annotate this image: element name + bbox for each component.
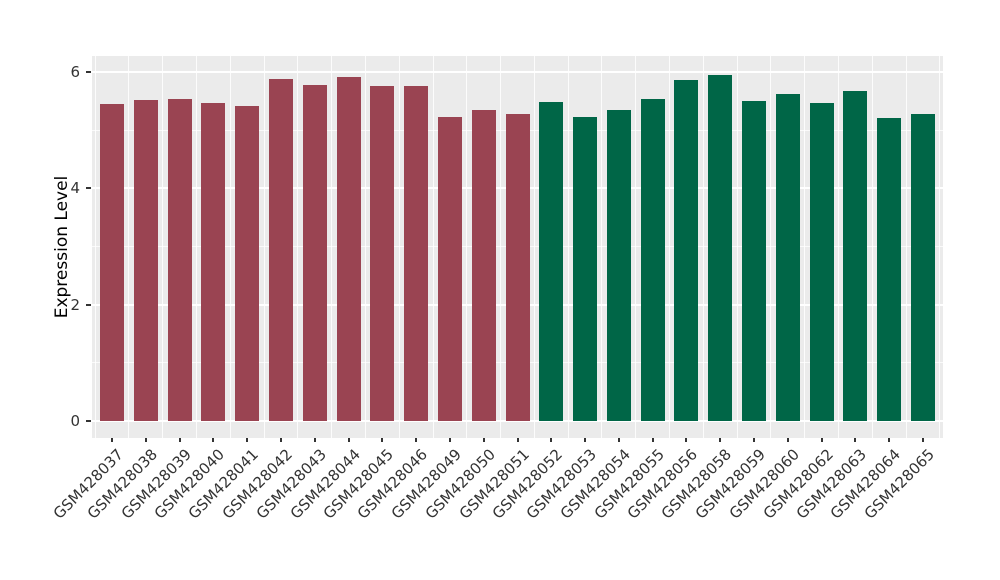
bar-GSM428039 <box>167 99 192 421</box>
x-tick-mark-GSM428043 <box>313 438 316 442</box>
gridline-minor-x-boundary-15 <box>601 56 603 438</box>
gridline-minor-x-boundary-7 <box>331 56 333 438</box>
x-tick-mark-GSM428065 <box>922 438 924 442</box>
gridline-minor-x-boundary-0 <box>94 56 96 438</box>
gridline-minor-x-boundary-20 <box>770 56 772 438</box>
y-tick-mark-0 <box>86 420 91 422</box>
gridline-minor-x-boundary-3 <box>195 56 197 438</box>
bar-GSM428038 <box>133 100 158 421</box>
gridline-minor-x-boundary-6 <box>297 56 299 438</box>
x-tick-mark-GSM428050 <box>482 438 485 442</box>
bar-GSM428058 <box>708 74 733 421</box>
bar-GSM428052 <box>539 102 564 421</box>
x-tick-mark-GSM428062 <box>820 438 823 442</box>
gridline-minor-x-boundary-14 <box>567 56 569 438</box>
x-tick-mark-GSM428056 <box>685 438 688 442</box>
x-tick-mark-GSM428046 <box>415 438 418 442</box>
x-tick-mark-GSM428038 <box>144 438 147 442</box>
gridline-minor-x-boundary-4 <box>229 56 231 438</box>
gridline-minor-x-boundary-16 <box>635 56 637 438</box>
gridline-minor-x-boundary-25 <box>939 56 941 438</box>
gridline-minor-x-boundary-23 <box>871 56 873 438</box>
x-tick-mark-GSM428051 <box>516 438 519 442</box>
gridline-major-y-6 <box>92 70 943 73</box>
x-tick-mark-GSM428053 <box>584 438 587 442</box>
gridline-minor-x-boundary-8 <box>364 56 366 438</box>
x-tick-mark-GSM428060 <box>786 438 789 442</box>
bar-GSM428037 <box>100 104 124 421</box>
bar-GSM428041 <box>235 106 260 421</box>
y-tick-label-4: 4 <box>70 179 80 198</box>
gridline-minor-x-boundary-5 <box>263 56 265 438</box>
bar-GSM428046 <box>404 86 429 421</box>
y-tick-label-0: 0 <box>70 412 80 430</box>
gridline-minor-x-boundary-11 <box>466 56 468 438</box>
gridline-minor-x-boundary-19 <box>736 56 738 438</box>
bar-GSM428054 <box>606 109 631 421</box>
x-tick-mark-GSM428040 <box>212 438 215 442</box>
bar-GSM428051 <box>505 114 530 421</box>
y-tick-mark-4 <box>86 187 91 190</box>
x-tick-mark-GSM428064 <box>888 438 891 442</box>
x-tick-mark-GSM428063 <box>854 438 857 442</box>
gridline-minor-x-boundary-22 <box>838 56 840 438</box>
gridline-minor-x-boundary-17 <box>669 56 671 438</box>
x-tick-mark-GSM428052 <box>550 438 553 442</box>
bar-GSM428050 <box>471 110 496 421</box>
gridline-minor-x-boundary-2 <box>162 56 164 438</box>
bar-GSM428063 <box>843 91 868 421</box>
bar-GSM428065 <box>911 113 935 421</box>
gridline-minor-x-boundary-18 <box>702 56 704 438</box>
gridline-minor-x-boundary-9 <box>398 56 400 438</box>
y-tick-mark-2 <box>86 303 91 306</box>
x-tick-mark-GSM428044 <box>347 438 350 442</box>
y-tick-label-6: 6 <box>70 62 80 81</box>
gridline-minor-x-boundary-1 <box>128 56 130 438</box>
x-tick-mark-GSM428045 <box>381 438 384 442</box>
gridline-minor-x-boundary-10 <box>432 56 434 438</box>
gridline-minor-x-boundary-12 <box>500 56 502 438</box>
x-tick-mark-GSM428059 <box>753 438 756 442</box>
bar-GSM428055 <box>640 99 665 421</box>
x-tick-mark-GSM428058 <box>719 438 722 442</box>
bar-GSM428053 <box>573 116 598 421</box>
bar-GSM428043 <box>302 84 327 421</box>
bar-GSM428064 <box>877 118 902 421</box>
bar-GSM428045 <box>370 86 395 421</box>
bar-GSM428060 <box>775 93 800 421</box>
x-tick-mark-GSM428037 <box>111 438 113 442</box>
x-tick-mark-GSM428055 <box>651 438 654 442</box>
bar-GSM428040 <box>201 103 226 421</box>
x-tick-mark-GSM428054 <box>617 438 620 442</box>
bar-GSM428056 <box>674 79 699 421</box>
bar-GSM428044 <box>336 77 361 421</box>
x-tick-mark-GSM428042 <box>279 438 282 442</box>
x-tick-mark-GSM428041 <box>246 438 249 442</box>
gridline-minor-x-boundary-21 <box>804 56 806 438</box>
bar-GSM428042 <box>268 79 293 421</box>
x-tick-mark-GSM428049 <box>448 438 451 442</box>
gridline-minor-x-boundary-13 <box>533 56 535 438</box>
gridline-minor-x-boundary-24 <box>905 56 907 438</box>
y-tick-label-2: 2 <box>70 295 80 314</box>
gridline-major-y-0 <box>92 420 943 422</box>
bar-GSM428049 <box>437 117 462 421</box>
y-tick-mark-6 <box>86 70 91 73</box>
bar-GSM428059 <box>742 100 767 421</box>
x-tick-mark-GSM428039 <box>178 438 181 442</box>
bar-GSM428062 <box>809 103 834 421</box>
plot-panel <box>92 56 943 438</box>
